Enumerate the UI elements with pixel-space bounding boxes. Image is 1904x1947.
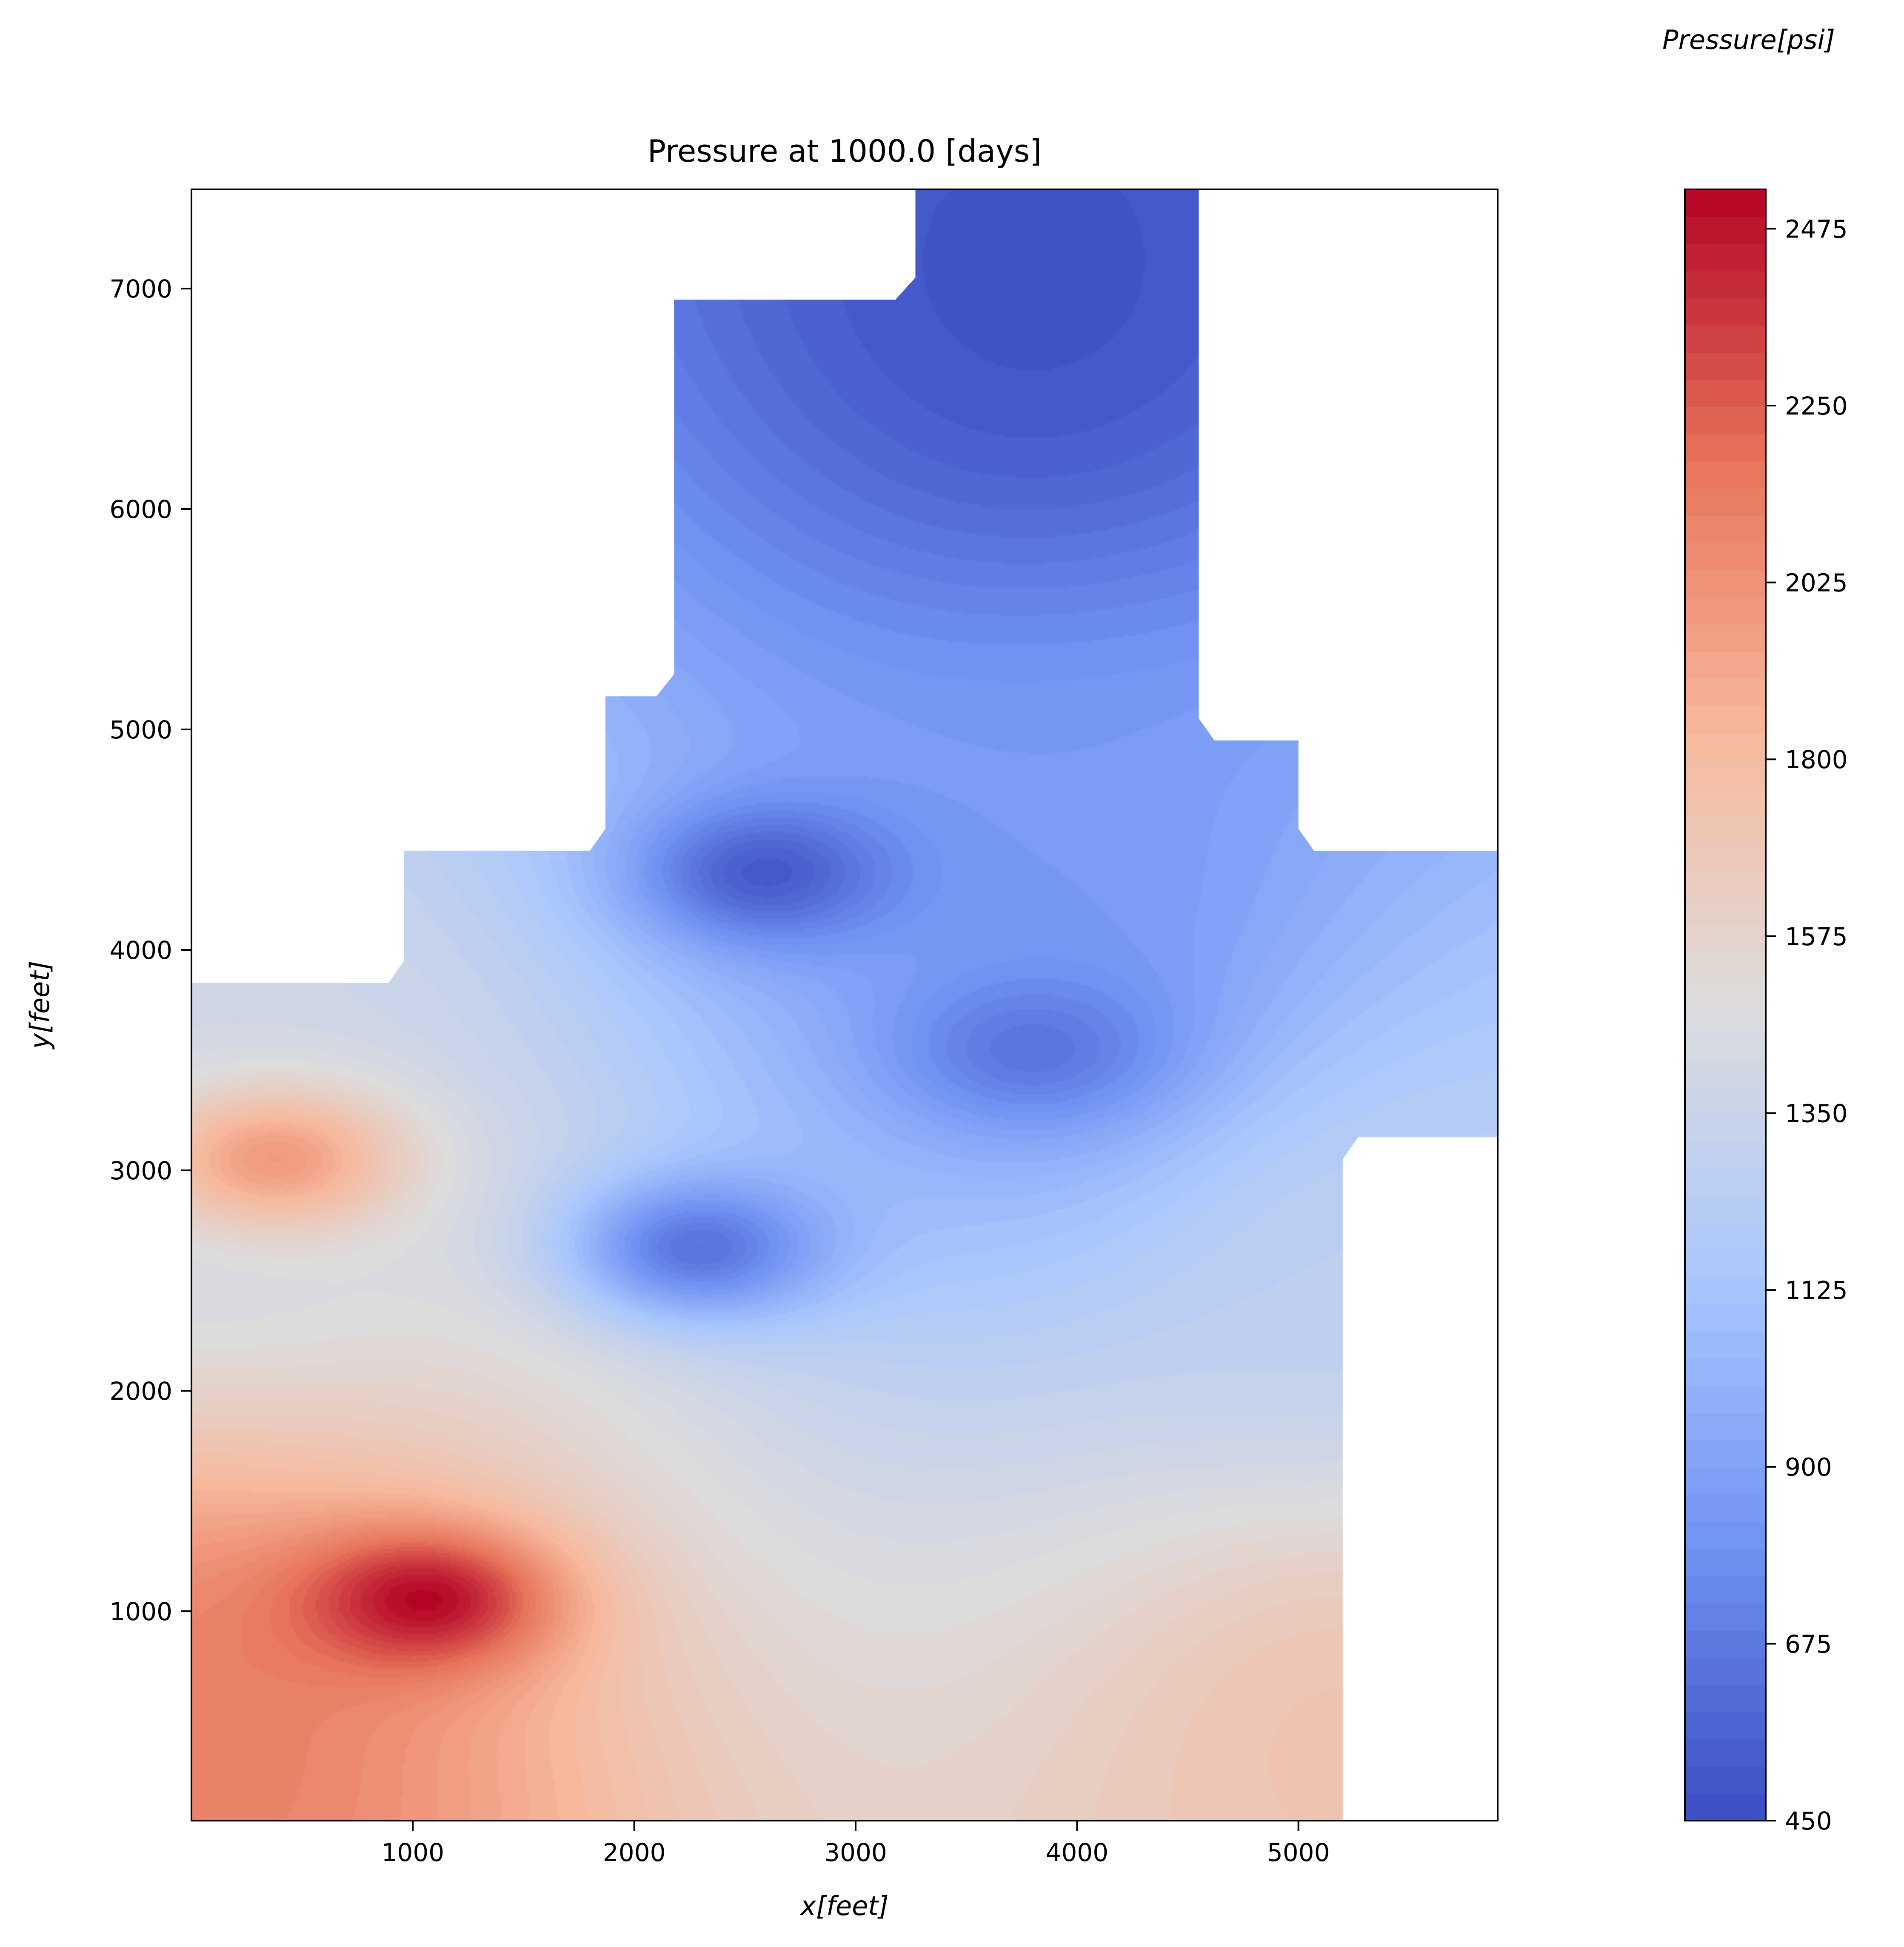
colorbar-frame [1684,189,1767,1821]
y-tick-label: 6000 [109,495,172,524]
colorbar-tick-label: 2475 [1785,214,1848,243]
colorbar-band [1685,434,1766,462]
colorbar-band [1685,896,1766,924]
colorbar-band [1685,298,1766,326]
colorbar-band [1685,1168,1766,1196]
x-tick-label: 1000 [382,1838,445,1867]
colorbar-band [1685,652,1766,679]
y-axis-label: y[feet] [24,961,55,1050]
colorbar-band [1685,869,1766,897]
colorbar-band [1685,488,1766,516]
y-tick-label: 1000 [109,1597,172,1626]
colorbar-ticks: 450 675 900 1125 1350 1575 1800 2025 2250 2475 [1766,214,1848,1835]
colorbar-band [1685,1712,1766,1740]
colorbar-band [1685,706,1766,734]
colorbar-band [1685,1684,1766,1713]
colorbar-tick-label: 2025 [1785,569,1848,598]
colorbar-tick-label: 1575 [1785,922,1848,951]
colorbar-band [1685,543,1766,571]
colorbar-band [1685,1494,1766,1522]
colorbar-band [1685,760,1766,788]
colorbar-band [1685,1195,1766,1223]
colorbar-band [1685,407,1766,435]
colorbar-band [1685,624,1766,652]
colorbar-band [1685,815,1766,842]
colorbar-band [1685,1739,1766,1767]
colorbar-band [1685,461,1766,489]
colorbar-band [1685,380,1766,407]
colorbar-band [1685,597,1766,625]
colorbar-tick-label: 2250 [1785,392,1848,420]
colorbar-band [1685,978,1766,1006]
colorbar-band [1685,923,1766,951]
colorbar-band [1685,216,1766,244]
colorbar-band [1685,271,1766,299]
chart-title: Pressure at 1000.0 [days] [648,133,1042,169]
colorbar-band [1685,1603,1766,1631]
x-axis-label: x[feet] [799,1890,889,1921]
colorbar-band [1685,1576,1766,1604]
colorbar-tick-label: 1350 [1785,1099,1848,1128]
colorbar-band [1685,189,1766,217]
x-tick-label: 2000 [603,1838,666,1867]
y-tick-label: 3000 [109,1156,172,1185]
colorbar-band [1685,1440,1766,1468]
colorbar-band [1685,1032,1766,1060]
colorbar-tick-label: 450 [1785,1807,1832,1835]
colorbar-band [1685,787,1766,815]
colorbar-band [1685,1277,1766,1305]
y-axis-ticks: 1000 2000 3000 4000 5000 6000 7000 [109,274,191,1626]
colorbar-band [1685,1304,1766,1332]
colorbar-band [1685,1358,1766,1386]
colorbar-band [1685,1766,1766,1794]
colorbar-band [1685,1249,1766,1278]
colorbar-band [1685,1222,1766,1250]
colorbar-band [1685,1141,1766,1169]
colorbar-band [1685,950,1766,978]
colorbar-band [1685,570,1766,598]
colorbar-band [1685,1385,1766,1413]
colorbar-band [1685,243,1766,272]
x-tick-label: 5000 [1267,1838,1330,1867]
plot-frame [191,189,1499,1821]
colorbar-band [1685,325,1766,353]
colorbar-tick-label: 1800 [1785,745,1848,774]
colorbar-band [1685,352,1766,380]
colorbar-band [1685,1059,1766,1087]
colorbar-band [1685,1521,1766,1549]
colorbar-title: Pressure[psi] [1662,24,1835,55]
colorbar-band [1685,733,1766,761]
colorbar-band [1685,1657,1766,1685]
colorbar-tick-label: 900 [1785,1453,1832,1482]
colorbar-tick-label: 675 [1785,1630,1832,1658]
pressure-heatmap [191,189,1498,1821]
plot-area: 1000 2000 3000 4000 5000 1000 2000 3000 4000 500… [109,189,1499,1867]
colorbar-band [1685,678,1766,706]
y-tick-label: 2000 [109,1377,172,1406]
colorbar-band [1685,1086,1766,1114]
colorbar-band [1685,1412,1766,1441]
y-tick-label: 4000 [109,936,172,965]
colorbar-band [1685,1005,1766,1033]
colorbar-band [1685,1549,1766,1576]
x-axis-ticks: 1000 2000 3000 4000 5000 [382,1821,1330,1867]
colorbar-bands [1685,189,1766,1821]
colorbar-band [1685,1114,1766,1141]
colorbar-band [1685,1467,1766,1495]
y-tick-label: 5000 [109,715,172,744]
y-tick-label: 7000 [109,274,172,303]
colorbar-band [1685,1630,1766,1658]
colorbar-band [1685,842,1766,869]
colorbar-band [1685,1793,1766,1821]
x-tick-label: 3000 [824,1838,887,1867]
x-tick-label: 4000 [1046,1838,1109,1867]
colorbar-tick-label: 1125 [1785,1276,1848,1305]
colorbar-band [1685,515,1766,543]
colorbar-band [1685,1331,1766,1359]
colorbar: 450 675 900 1125 1350 1575 1800 2025 2250 2475 [1684,189,1848,1835]
